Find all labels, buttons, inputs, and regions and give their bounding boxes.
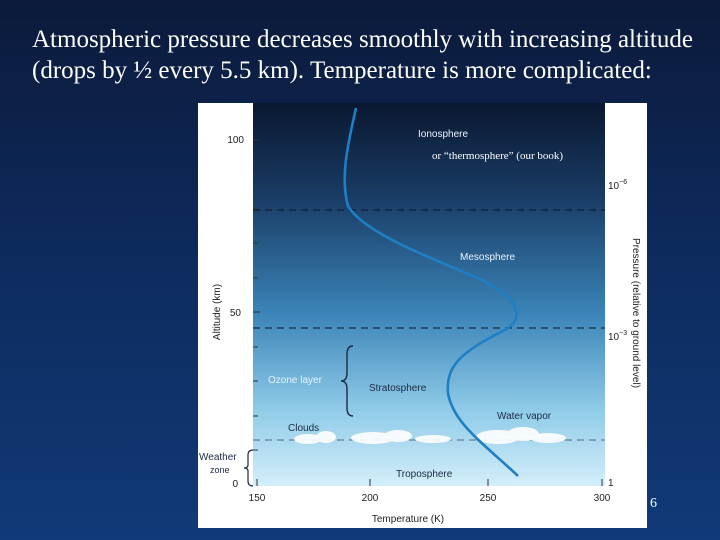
x-tick-150: 150 [249,493,266,504]
troposphere-label: Troposphere [396,469,453,480]
slide-body-text: Atmospheric pressure decreases smoothly … [32,26,693,84]
x-axis-ticks [256,479,603,486]
ozone-layer-label: Ozone layer [268,375,323,386]
y-axis-ticks [253,139,260,451]
ozone-bracket-icon [340,345,354,417]
temperature-curve [343,107,519,477]
weather-zone-label-line2: zone [210,465,230,475]
ionosphere-label: Ionosphere [418,129,468,140]
x-tick-300: 300 [594,493,611,504]
slide-number: 6 [650,496,657,511]
water-vapor-label: Water vapor [497,411,552,422]
y-axis-label: Altitude (km) [212,284,223,340]
x-tick-250: 250 [480,493,497,504]
clouds-label: Clouds [288,423,319,434]
stratosphere-label: Stratosphere [369,383,427,394]
atmosphere-diagram-svg: 100 50 0 150 200 250 300 Altitude (km) T… [199,103,641,525]
plot-area [253,103,605,486]
y-tick-50: 50 [230,308,242,319]
thermosphere-note: or “thermosphere” (our book) [432,150,563,162]
mesosphere-label: Mesosphere [460,252,515,263]
weather-zone-label-line1: Weather [199,452,237,463]
clouds-illustration [294,427,566,444]
atmosphere-diagram: 100 50 0 150 200 250 300 Altitude (km) T… [198,103,647,528]
weather-zone-bracket-icon [243,449,254,487]
pressure-tick-1: 1 [608,478,614,489]
pressure-tick-1e-3: 10−3 [608,330,627,343]
pressure-tick-1e-6: 10−6 [608,179,627,192]
y-tick-0: 0 [232,479,238,490]
x-tick-200: 200 [362,493,379,504]
y-tick-100: 100 [227,135,244,146]
x-axis-label: Temperature (K) [372,514,444,525]
right-axis-label: Pressure (relative to ground level) [630,238,641,388]
